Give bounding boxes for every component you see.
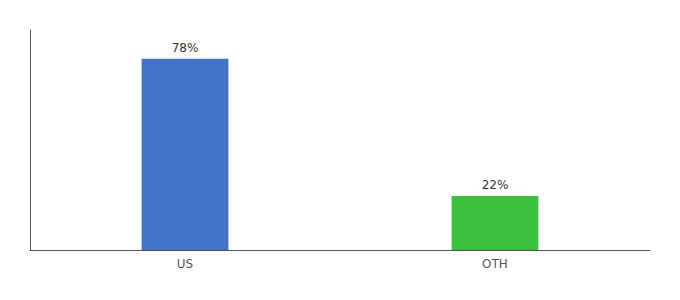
svg-text:US: US [177,257,193,271]
svg-text:OTH: OTH [482,257,508,271]
svg-text:78%: 78% [172,41,199,55]
svg-text:22%: 22% [482,178,509,192]
